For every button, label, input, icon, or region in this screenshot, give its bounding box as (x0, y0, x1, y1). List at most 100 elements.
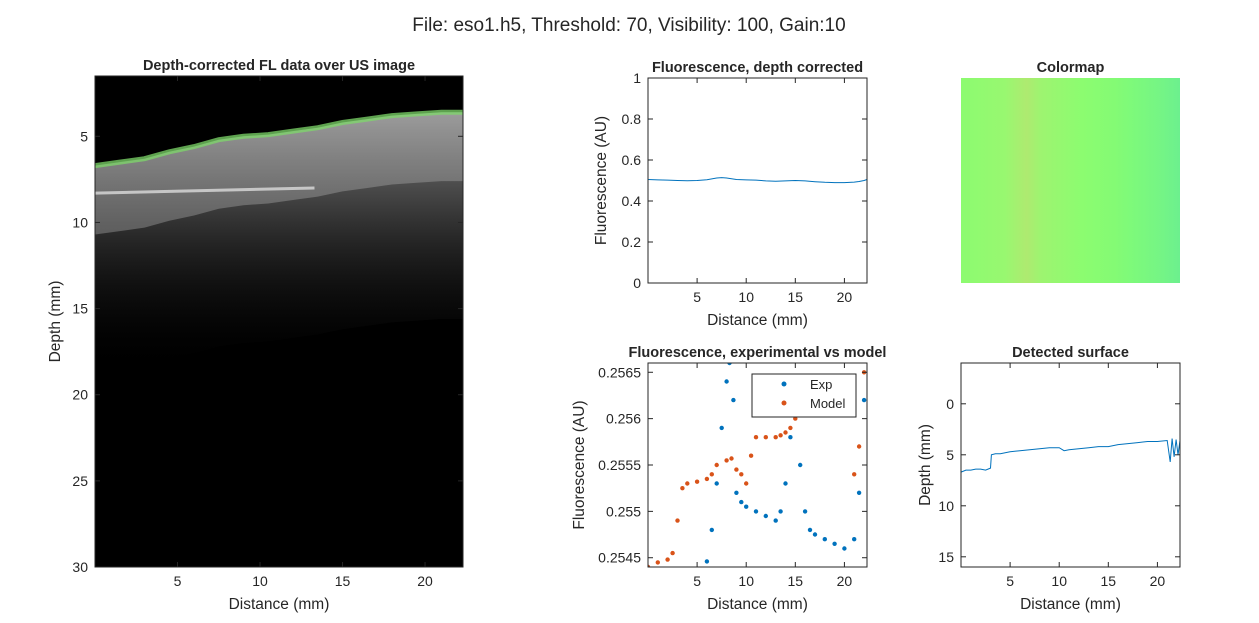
model-point (763, 435, 768, 440)
exp-model-xtick-label: 20 (837, 573, 853, 589)
model-point (655, 560, 660, 565)
surface-line (960, 438, 1181, 473)
legend-marker-exp (781, 381, 787, 387)
legend-label-model: Model (810, 396, 846, 411)
fl-depth-xtick-label: 5 (693, 289, 701, 305)
model-point (694, 479, 700, 484)
fl-depth-ytick-label: 0.2 (622, 234, 642, 250)
exp-point (675, 569, 679, 573)
fl-depth-ytick-label: 0.8 (622, 111, 642, 127)
fl-depth-line (647, 177, 868, 184)
us-image-ytick-label: 5 (80, 128, 88, 144)
exp-model-xtick-label: 10 (738, 573, 754, 589)
fl-depth-xlabel: Distance (mm) (707, 312, 808, 329)
exp-point (734, 490, 739, 495)
model-point (788, 425, 793, 431)
exp-point (727, 363, 732, 366)
fl-depth-ytick-label: 0 (633, 275, 641, 291)
exp-point (822, 537, 827, 542)
exp-model-ytick-label: 0.2555 (598, 457, 641, 473)
exp-point (807, 527, 813, 533)
plot-colormap: Colormap (961, 60, 1180, 283)
us-tissue-region (95, 112, 463, 373)
surface-background (961, 363, 1180, 567)
exp-point (812, 532, 818, 537)
exp-model-ylabel: Fluorescence (AU) (571, 400, 588, 529)
us-image-ytick-label: 10 (72, 214, 88, 230)
surface-xtick-label: 10 (1051, 573, 1067, 589)
surface-title: Detected surface (1012, 345, 1129, 361)
us-image-xlabel: Distance (mm) (229, 596, 330, 613)
model-point (783, 430, 788, 435)
plot-fl-depth-corrected: 5 10 15 20 0 0.2 0.4 0.6 0.8 1 Distance (mm) Fluore… (593, 60, 868, 329)
exp-model-xtick-label: 15 (788, 573, 804, 589)
colormap-swatch (961, 78, 1180, 283)
fl-depth-xtick-label: 20 (837, 289, 853, 305)
exp-model-legend: Exp Model (751, 373, 857, 418)
exp-point (763, 513, 768, 519)
legend-box (751, 373, 857, 418)
exp-model-xlabel: Distance (mm) (707, 596, 808, 613)
surface-xtick-label: 20 (1150, 573, 1166, 589)
model-point (744, 481, 749, 486)
model-point (856, 444, 862, 449)
fl-depth-ylabel: Fluorescence (AU) (593, 116, 610, 245)
exp-point (665, 568, 669, 572)
exp-point (788, 435, 793, 440)
surface-xtick-label: 5 (1006, 573, 1014, 589)
exp-point (852, 537, 857, 542)
exp-point (714, 481, 719, 486)
us-bright-layer (95, 112, 463, 235)
model-point (670, 550, 675, 556)
surface-ytick-label: 5 (946, 447, 954, 463)
fl-depth-ytick-label: 0.4 (622, 193, 642, 209)
fl-depth-ytick-label: 0.6 (622, 152, 642, 168)
fl-depth-ytick-label: 1 (633, 70, 641, 86)
fl-overlay (94, 109, 463, 169)
us-image-ytick-label: 30 (72, 559, 88, 575)
us-image-title: Depth-corrected FL data over US image (143, 58, 415, 74)
exp-model-ytick-label: 0.256 (606, 411, 641, 427)
surface-ylabel: Depth (mm) (917, 424, 934, 506)
fl-depth-axes-box (647, 77, 868, 284)
surface-ytick-label: 10 (938, 498, 954, 514)
surface-ytick-label: 0 (946, 396, 954, 412)
model-point (685, 481, 690, 486)
model-point (714, 462, 719, 468)
surface-xlabel: Distance (mm) (1020, 596, 1121, 613)
exp-point (842, 546, 847, 551)
model-point (709, 472, 714, 477)
exp-model-ytick-label: 0.2565 (598, 364, 641, 380)
plot-detected-surface: 5 10 15 20 0 5 10 15 Distance (mm) Depth (mm) Dete… (917, 345, 1181, 613)
model-point (773, 435, 778, 440)
exp-point (802, 509, 808, 514)
plot-fl-exp-vs-model: 5 10 15 20 0.2545 0.255 0.2555 0.256 0.2565 Dista… (571, 345, 886, 613)
us-image-ytick-label: 15 (72, 301, 88, 317)
legend-marker-model (781, 400, 787, 406)
exp-point (783, 481, 788, 486)
us-image-axes-box (94, 75, 464, 568)
legend-label-exp: Exp (810, 377, 832, 392)
us-image-ytick-label: 20 (72, 387, 88, 403)
model-point (748, 453, 754, 458)
model-point (680, 486, 685, 491)
model-point (665, 557, 670, 562)
exp-point (739, 499, 744, 505)
us-image-ytick-label: 25 (72, 473, 88, 489)
model-point (729, 456, 734, 461)
plot-us-image: 5 10 15 20 5 10 15 20 25 30 Distance (mm) Depth (mm… (47, 58, 464, 613)
fl-depth-xtick-label: 10 (738, 289, 754, 305)
exp-point (731, 397, 736, 403)
figure-title: File: eso1.h5, Threshold: 70, Visibility… (412, 15, 845, 36)
us-echo-band (94, 186, 315, 195)
model-point (753, 435, 759, 440)
fl-depth-title: Fluorescence, depth corrected (652, 60, 863, 76)
surface-axes-box (960, 362, 1181, 568)
model-point (852, 472, 857, 477)
exp-model-xtick-label: 5 (693, 573, 701, 589)
us-image-xtick-label: 15 (335, 573, 351, 589)
model-point (739, 472, 744, 477)
exp-point (798, 462, 803, 468)
